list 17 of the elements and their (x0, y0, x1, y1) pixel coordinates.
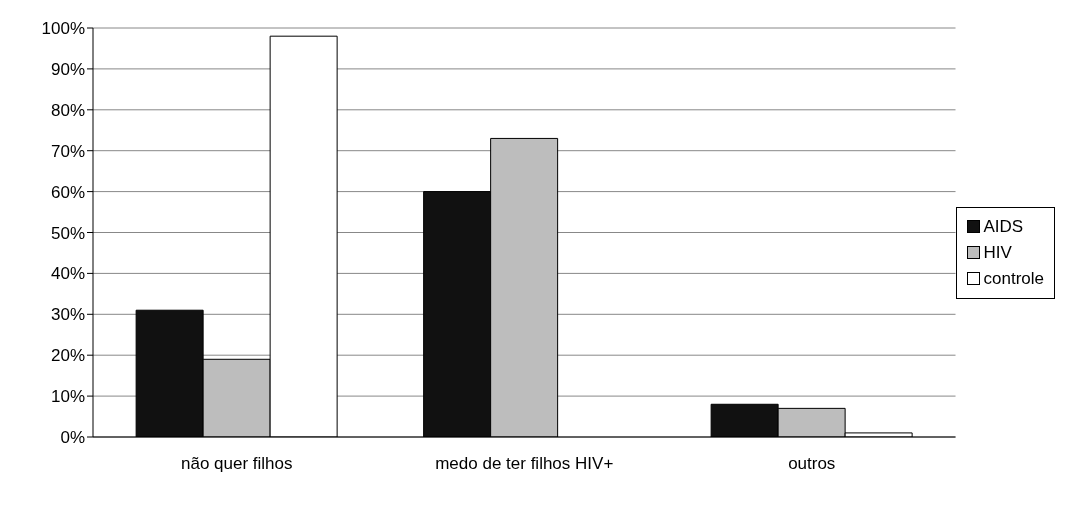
y-tick-label: 50% (50, 223, 85, 243)
legend-label: controle (983, 267, 1044, 290)
x-tick-label: não quer filhos (180, 454, 293, 474)
y-tick-label: 10% (50, 387, 85, 407)
y-tick-label: 30% (50, 305, 85, 325)
y-tick-label: 0% (60, 428, 85, 448)
y-tick-label: 80% (50, 100, 85, 120)
y-tick-label: 100% (41, 19, 85, 39)
legend-label: AIDS (983, 215, 1024, 238)
y-tick-label: 70% (50, 141, 85, 161)
x-tick-label: medo de ter filhos HIV+ (435, 454, 614, 474)
y-tick-label: 90% (50, 59, 85, 79)
y-tick-label: 40% (50, 264, 85, 284)
legend-label: HIV (983, 241, 1012, 264)
x-tick-label: outros (788, 454, 836, 474)
y-tick-label: 60% (50, 182, 85, 202)
y-tick-label: 20% (50, 346, 85, 366)
